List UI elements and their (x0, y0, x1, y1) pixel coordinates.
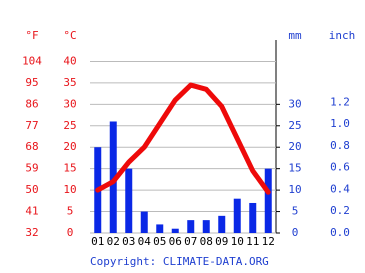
bar (171, 228, 179, 233)
mm-tick-label: 15 (288, 162, 301, 175)
c-tick-label: 0 (67, 226, 74, 239)
x-tick-label: 12 (262, 235, 275, 248)
c-tick-label: 20 (63, 140, 76, 153)
x-tick-label: 02 (107, 235, 120, 248)
f-tick-label: 95 (25, 76, 38, 89)
x-tick-label: 04 (138, 235, 152, 248)
bar (264, 168, 272, 233)
f-tick-label: 68 (25, 140, 38, 153)
f-tick-label: 59 (25, 162, 38, 175)
f-tick-label: 86 (25, 97, 38, 110)
x-tick-label: 10 (231, 235, 244, 248)
inch-tick-label: 0.0 (330, 226, 350, 239)
f-unit: °F (25, 29, 38, 42)
c-tick-label: 35 (63, 76, 76, 89)
x-tick-label: 09 (215, 235, 228, 248)
bar (202, 220, 210, 233)
x-tick-label: 06 (169, 235, 182, 248)
bar (125, 168, 133, 233)
mm-tick-label: 25 (288, 119, 301, 132)
c-tick-label: 25 (63, 119, 76, 132)
bar (233, 198, 241, 233)
bar (109, 121, 117, 233)
bar (156, 224, 164, 233)
mm-tick-label: 0 (292, 226, 299, 239)
c-tick-label: 10 (63, 183, 76, 196)
f-tick-label: 50 (25, 183, 38, 196)
mm-tick-label: 10 (288, 183, 301, 196)
mm-tick-label: 30 (288, 97, 301, 110)
inch-tick-label: 0.6 (330, 161, 350, 174)
c-tick-label: 40 (63, 54, 76, 67)
bar (140, 211, 148, 233)
x-tick-label: 11 (246, 235, 259, 248)
bar (218, 215, 226, 233)
mm-tick-label: 20 (288, 140, 301, 153)
x-tick-label: 01 (91, 235, 104, 248)
temperature-line (95, 82, 271, 195)
c-tick-label: 15 (63, 162, 76, 175)
c-unit: °C (63, 29, 76, 42)
f-tick-label: 41 (25, 205, 38, 218)
mm-tick-label: 5 (292, 205, 299, 218)
c-tick-label: 5 (67, 205, 74, 218)
inch-unit: inch (329, 29, 356, 42)
inch-tick-label: 0.8 (330, 139, 350, 152)
copyright: Copyright: CLIMATE-DATA.ORG (90, 255, 269, 268)
x-tick-label: 03 (122, 235, 135, 248)
inch-tick-label: 1.0 (330, 117, 350, 130)
inch-tick-label: 0.2 (330, 204, 350, 217)
bar (249, 202, 257, 233)
x-tick-label: 08 (200, 235, 213, 248)
x-tick-label: 07 (184, 235, 197, 248)
f-tick-label: 32 (25, 226, 38, 239)
f-tick-label: 77 (25, 119, 38, 132)
f-tick-label: 104 (22, 54, 42, 67)
c-tick-label: 30 (63, 97, 76, 110)
mm-unit: mm (288, 29, 302, 42)
inch-tick-label: 0.4 (330, 182, 350, 195)
x-tick-label: 05 (153, 235, 166, 248)
inch-tick-label: 1.2 (330, 95, 350, 108)
bar (187, 220, 195, 233)
